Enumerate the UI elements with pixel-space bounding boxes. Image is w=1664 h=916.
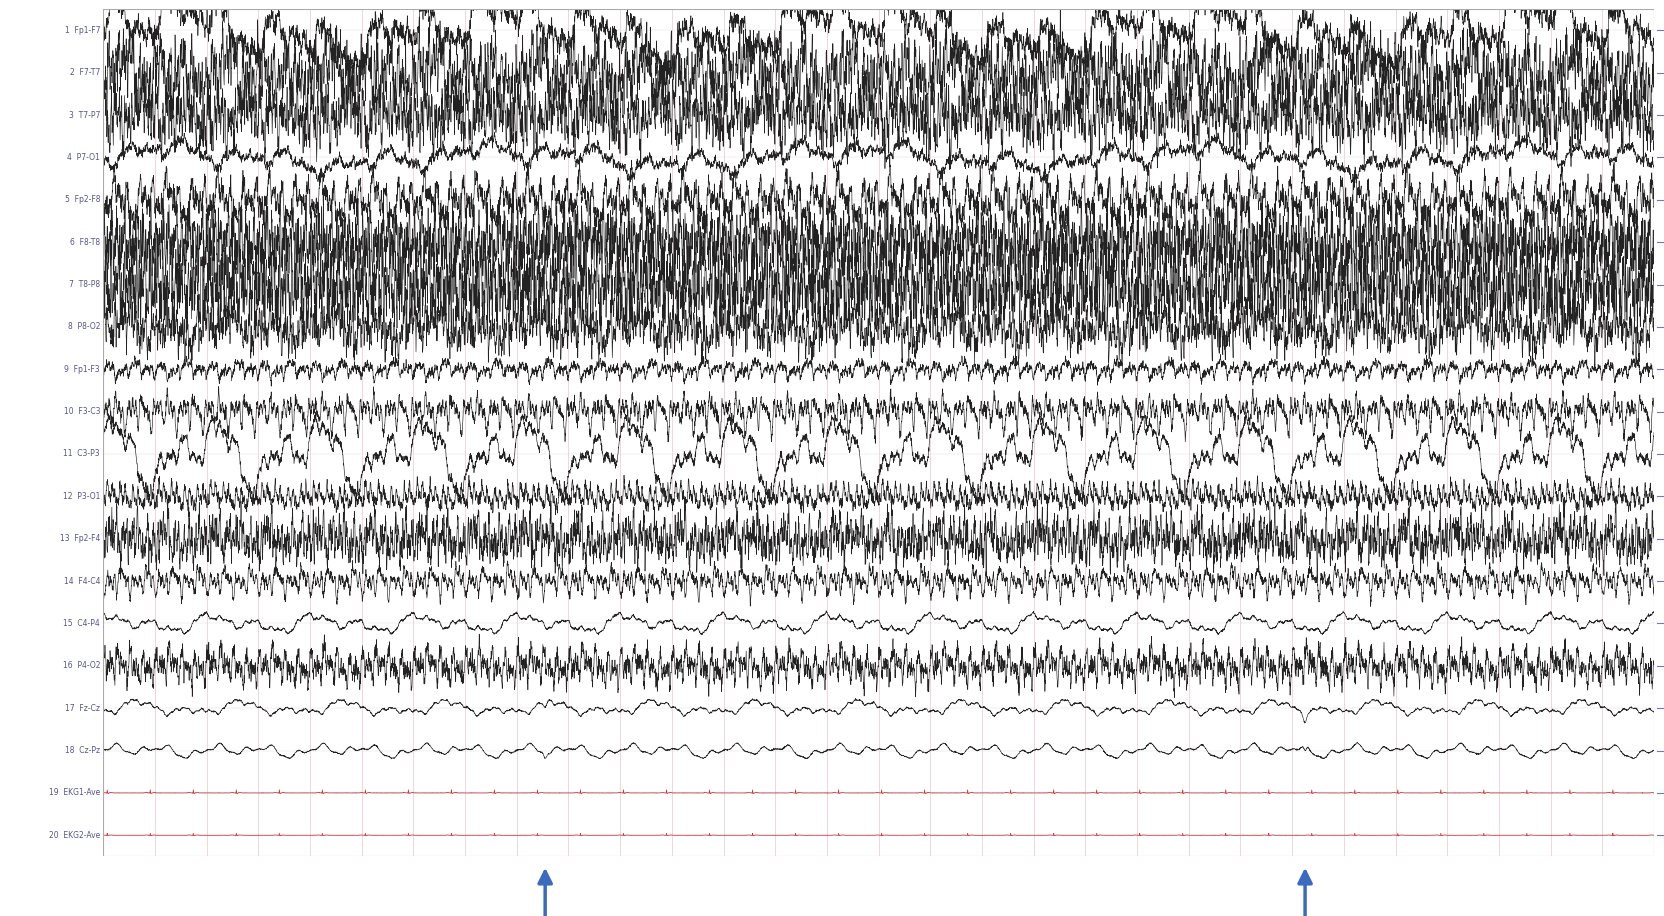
Text: 3  T7-P7: 3 T7-P7 [68, 111, 100, 120]
Text: 20  EKG2-Ave: 20 EKG2-Ave [48, 831, 100, 840]
Text: 9  Fp1-F3: 9 Fp1-F3 [65, 365, 100, 374]
Text: 10  F3-C3: 10 F3-C3 [63, 407, 100, 416]
Text: 11  C3-P3: 11 C3-P3 [63, 450, 100, 459]
Text: 7  T8-P8: 7 T8-P8 [68, 280, 100, 289]
Text: 17  Fz-Cz: 17 Fz-Cz [65, 703, 100, 713]
Text: 18  Cz-Pz: 18 Cz-Pz [65, 746, 100, 755]
Text: 12  P3-O1: 12 P3-O1 [63, 492, 100, 501]
Text: 5  Fp2-F8: 5 Fp2-F8 [65, 195, 100, 204]
Text: 13  Fp2-F4: 13 Fp2-F4 [60, 534, 100, 543]
Text: 1  Fp1-F7: 1 Fp1-F7 [65, 26, 100, 35]
Text: 8  P8-O2: 8 P8-O2 [68, 322, 100, 332]
Text: 16  P4-O2: 16 P4-O2 [63, 661, 100, 671]
Text: 2  F7-T7: 2 F7-T7 [70, 68, 100, 77]
Text: 19  EKG1-Ave: 19 EKG1-Ave [48, 789, 100, 798]
Text: 4  P7-O1: 4 P7-O1 [67, 153, 100, 162]
Text: 6  F8-T8: 6 F8-T8 [70, 237, 100, 246]
Text: 15  C4-P4: 15 C4-P4 [63, 619, 100, 628]
Text: 14  F4-C4: 14 F4-C4 [63, 576, 100, 585]
